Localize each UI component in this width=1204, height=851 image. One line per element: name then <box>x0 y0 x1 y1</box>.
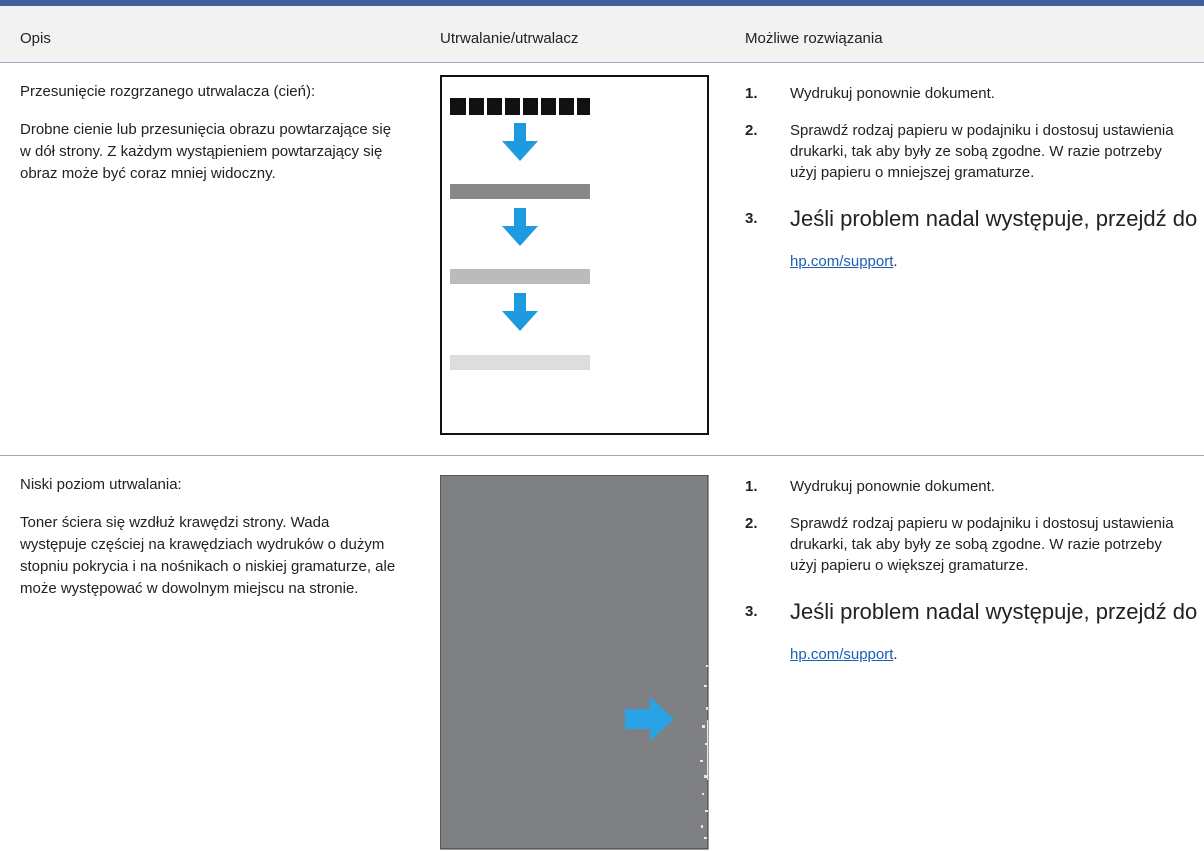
table-row: Niski poziom utrwalania: Toner ściera si… <box>0 456 1204 851</box>
step-number: 2. <box>745 122 758 139</box>
step-text: Jeśli problem nadal występuje, przejdź d… <box>790 206 1198 231</box>
table-row: Przesunięcie rozgrzanego utrwalacza (cie… <box>0 63 1204 456</box>
table-header: Opis Utrwalanie/utrwalacz Możliwe rozwią… <box>0 6 1204 63</box>
step-number: 1. <box>745 85 758 102</box>
support-link[interactable]: hp.com/support <box>790 253 894 270</box>
step-text: Wydrukuj ponownie dokument. <box>790 85 995 102</box>
row-description: Toner ściera się wzdłuż krawędzi strony.… <box>20 514 396 597</box>
step-text: Sprawdź rodzaj papieru w podajniku i dos… <box>790 122 1174 181</box>
step: 1. Wydrukuj ponownie dokument. <box>745 83 1204 104</box>
step: 1. Wydrukuj ponownie dokument. <box>745 476 1204 497</box>
illustration <box>440 475 709 850</box>
row-title: Przesunięcie rozgrzanego utrwalacza (cie… <box>20 83 316 100</box>
step-number: 1. <box>745 478 758 495</box>
step: 2. Sprawdź rodzaj papieru w podajniku i d… <box>745 513 1180 576</box>
solution-list: 1. Wydrukuj ponownie dokument. 2. Sprawdź … <box>745 476 1204 691</box>
step-text: Sprawdź rodzaj papieru w podajniku i dos… <box>790 515 1174 574</box>
column-header: Utrwalanie/utrwalacz <box>440 30 579 47</box>
step: 3. Jeśli problem nadal występuje, przejdź… <box>745 592 1204 675</box>
step-text: Jeśli problem nadal występuje, przejdź d… <box>790 599 1198 624</box>
step-number: 3. <box>745 210 758 227</box>
step-number: 2. <box>745 515 758 532</box>
column-header: Możliwe rozwiązania <box>745 30 883 47</box>
step: 3. Jeśli problem nadal występuje, przejdź… <box>745 199 1204 282</box>
support-link[interactable]: hp.com/support <box>790 646 894 663</box>
step: 2. Sprawdź rodzaj papieru w podajniku i d… <box>745 120 1180 183</box>
step-text: . <box>893 253 898 270</box>
step-number: 3. <box>745 603 758 620</box>
top-bar <box>0 0 1204 6</box>
row-title: Niski poziom utrwalania: <box>20 476 182 493</box>
illustration <box>440 75 709 435</box>
step-text: . <box>893 646 898 663</box>
solution-list: 1. Wydrukuj ponownie dokument. 2. Sprawdź … <box>745 83 1204 298</box>
step-text: Wydrukuj ponownie dokument. <box>790 478 995 495</box>
column-header: Opis <box>20 30 51 47</box>
row-description: Drobne cienie lub przesunięcia obrazu po… <box>20 121 392 182</box>
